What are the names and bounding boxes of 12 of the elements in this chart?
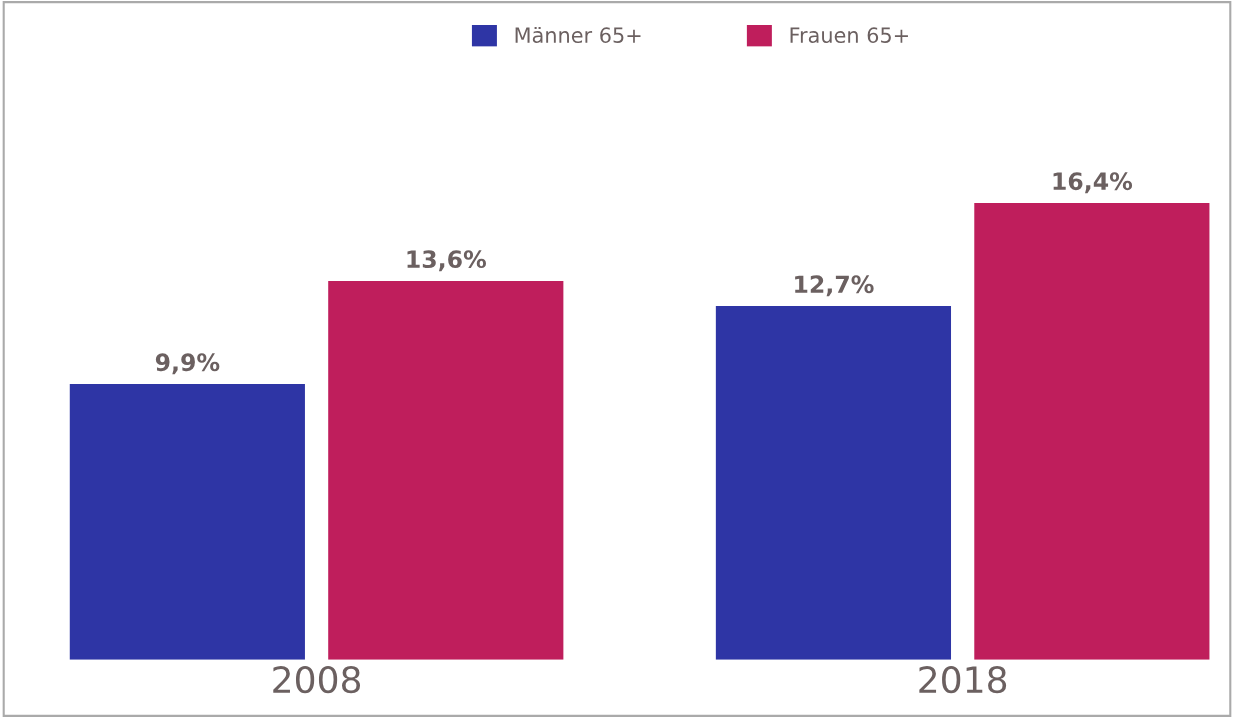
x-tick-label: 2018 (919, 666, 1007, 694)
bar (69, 384, 305, 660)
x-tick-label: 2008 (273, 666, 361, 694)
data-label: 13,6% (407, 250, 486, 272)
bar (328, 281, 564, 660)
data-label: 9,9% (155, 353, 220, 375)
legend-label: Männer 65+ (515, 26, 641, 43)
bar (974, 203, 1210, 660)
legend-label: Frauen 65+ (790, 27, 908, 43)
data-label: 12,7% (795, 275, 874, 297)
bar (715, 306, 952, 660)
data-label: 16,4% (1053, 172, 1133, 194)
